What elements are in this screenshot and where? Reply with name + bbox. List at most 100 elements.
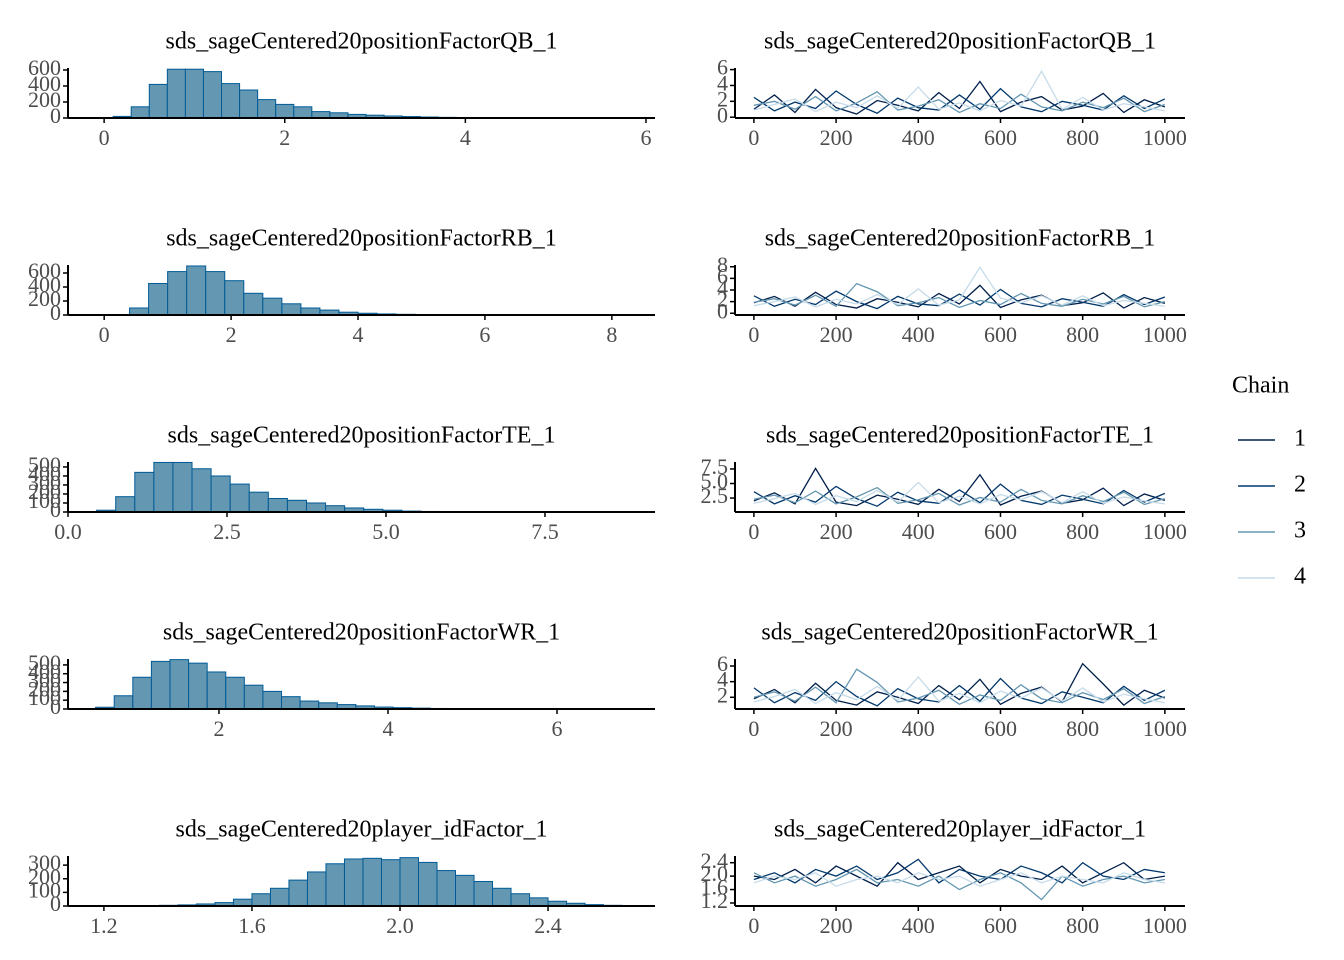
bar <box>169 659 190 710</box>
y-tick-label: 600 <box>28 258 61 283</box>
x-tick-label: 0.0 <box>54 519 82 544</box>
y-tick-label: 4 <box>717 275 728 300</box>
x-tick-label: 200 <box>820 716 853 741</box>
y-tick-label: 0 <box>50 497 61 522</box>
trace-line <box>753 69 1165 113</box>
legend-label: 2 <box>1294 472 1306 498</box>
trace-line <box>753 677 1166 707</box>
y-tick-label: 500 <box>28 650 61 675</box>
bar <box>281 696 301 710</box>
y-tick-label: 7.5 <box>701 454 729 479</box>
bar <box>186 265 207 316</box>
bar <box>229 483 250 513</box>
bar <box>248 491 269 513</box>
x-tick-label: 1.2 <box>90 913 118 938</box>
bar <box>455 874 475 907</box>
trace-panel: sds_sageCentered20player_idFactor_1 0 200 4… <box>701 817 1187 939</box>
bar <box>113 695 134 710</box>
bar <box>243 292 264 316</box>
bar <box>380 859 401 907</box>
x-tick-label: 600 <box>984 322 1017 347</box>
trace-line <box>753 675 1165 705</box>
trace-line <box>753 481 1165 506</box>
x-tick-label: 1000 <box>1143 913 1187 938</box>
y-tick-label: 2.5 <box>701 483 729 508</box>
bar <box>305 502 327 513</box>
y-tick-label: 6 <box>717 55 728 80</box>
trace-line <box>753 288 1166 310</box>
trace-line <box>753 467 1166 507</box>
x-tick-label: 0 <box>99 125 110 150</box>
x-tick-label: 4 <box>382 716 393 741</box>
x-tick-label: 400 <box>902 125 935 150</box>
x-tick-label: 400 <box>902 716 935 741</box>
y-tick-label: 100 <box>28 877 61 902</box>
bar <box>288 879 308 907</box>
x-tick-label: 200 <box>820 519 853 544</box>
bar <box>221 83 241 119</box>
y-tick-label: 0 <box>50 300 61 325</box>
x-tick-label: 800 <box>1066 716 1099 741</box>
x-tick-label: 200 <box>820 322 853 347</box>
x-tick-label: 7.5 <box>531 519 559 544</box>
y-tick-label: 200 <box>28 864 61 889</box>
y-tick-label: 400 <box>28 659 61 684</box>
x-tick-label: 800 <box>1066 519 1099 544</box>
x-tick-label: 0 <box>748 913 759 938</box>
bar <box>325 863 345 907</box>
bar <box>257 99 277 119</box>
y-tick-label: 300 <box>28 470 61 495</box>
x-tick-label: 1.6 <box>238 913 266 938</box>
y-tick-label: 100 <box>28 685 61 710</box>
y-tick-label: 1.2 <box>701 888 729 913</box>
y-tick-label: 6 <box>717 651 728 676</box>
y-tick-label: 8 <box>717 252 728 277</box>
x-tick-label: 4 <box>460 125 471 150</box>
x-tick-label: 0 <box>748 519 759 544</box>
bar <box>130 106 150 119</box>
legend-label: 3 <box>1294 518 1306 544</box>
bar <box>269 887 290 907</box>
histogram-panel: sds_sageCentered20positionFactorRB_1 0 2 4 6… <box>28 226 655 347</box>
y-tick-label: 4 <box>717 71 728 96</box>
bar <box>510 893 531 907</box>
x-tick-label: 200 <box>820 913 853 938</box>
legend-label: 1 <box>1294 426 1306 452</box>
y-tick-label: 400 <box>28 272 61 297</box>
bar <box>239 89 259 119</box>
y-tick-label: 400 <box>28 461 61 486</box>
panel-title: sds_sageCentered20player_idFactor_1 <box>774 817 1146 843</box>
bar <box>267 497 288 513</box>
bar <box>436 870 457 907</box>
y-tick-label: 6 <box>717 263 728 288</box>
bar <box>300 307 321 316</box>
bar <box>299 700 320 710</box>
bar <box>153 461 174 513</box>
legend: Chain 1 2 3 4 <box>1232 373 1306 590</box>
bar <box>225 676 245 710</box>
trace-line <box>753 872 1165 887</box>
x-tick-label: 2.5 <box>213 519 241 544</box>
bar <box>166 68 186 119</box>
y-tick-label: 100 <box>28 488 61 513</box>
x-tick-label: 1000 <box>1143 322 1187 347</box>
trace-panel: sds_sageCentered20positionFactorWR_1 0 200… <box>717 620 1187 742</box>
trace-line <box>753 80 1166 115</box>
x-tick-label: 1000 <box>1143 716 1187 741</box>
x-tick-label: 800 <box>1066 913 1099 938</box>
histogram-panel: sds_sageCentered20positionFactorWR_1 2 4 6 0… <box>28 620 655 741</box>
bar <box>306 871 327 907</box>
x-tick-label: 600 <box>984 125 1017 150</box>
histogram-panel: sds_sageCentered20positionFactorTE_1 0.0 2… <box>28 423 655 544</box>
x-tick-label: 2.0 <box>386 913 414 938</box>
x-tick-label: 400 <box>902 913 935 938</box>
y-tick-label: 0 <box>717 298 728 323</box>
bar <box>148 282 169 316</box>
trace-line <box>753 87 1166 114</box>
y-tick-label: 200 <box>28 676 61 701</box>
y-tick-label: 2.0 <box>701 861 729 886</box>
panel-title: sds_sageCentered20positionFactorQB_1 <box>166 29 558 55</box>
x-tick-label: 400 <box>902 519 935 544</box>
trace-panel: sds_sageCentered20positionFactorQB_1 0 200… <box>717 29 1187 151</box>
